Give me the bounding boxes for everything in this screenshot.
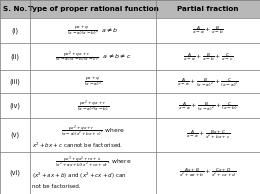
Bar xyxy=(156,152,260,194)
Text: $\frac{px^2 + qx + r}{(x-a)(x-b)(x-c)},\ a \neq b \neq c$: $\frac{px^2 + qx + r}{(x-a)(x-b)(x-c)},\… xyxy=(55,49,131,64)
Bar xyxy=(30,43,156,70)
Bar xyxy=(156,93,260,118)
Text: $\frac{A}{x-a}+\frac{B}{x-b}$: $\frac{A}{x-a}+\frac{B}{x-b}$ xyxy=(192,24,224,36)
Bar xyxy=(0,93,30,118)
Text: (iii): (iii) xyxy=(10,78,20,85)
Bar xyxy=(30,70,156,93)
Text: $\frac{px + q}{(x-a)^3}$: $\frac{px + q}{(x-a)^3}$ xyxy=(84,75,102,88)
Text: not be factorised.: not be factorised. xyxy=(32,184,81,189)
Bar xyxy=(0,0,260,18)
Text: (vi): (vi) xyxy=(9,170,21,176)
Text: $\frac{px^3+qx^2+rx+s}{(x^2+ax+b)(x^2+cx+d)}$, where: $\frac{px^3+qx^2+rx+s}{(x^2+ax+b)(x^2+cx… xyxy=(55,154,131,169)
Text: $\frac{A}{x-a}+\frac{B}{x-b}+\frac{C}{x-c}$: $\frac{A}{x-a}+\frac{B}{x-b}+\frac{C}{x-… xyxy=(183,51,233,62)
Text: $\frac{Ax+B}{x^2+ax+b}+\frac{Cx+D}{x^2+cx+d}$: $\frac{Ax+B}{x^2+ax+b}+\frac{Cx+D}{x^2+c… xyxy=(179,167,237,179)
Text: Partial fraction: Partial fraction xyxy=(177,6,239,12)
Bar xyxy=(0,152,30,194)
Text: (v): (v) xyxy=(10,132,20,138)
Bar xyxy=(30,118,156,152)
Bar xyxy=(0,70,30,93)
Bar xyxy=(0,18,30,43)
Text: $\frac{A}{x-a}+\frac{Bx+C}{x^2+bx+c}$: $\frac{A}{x-a}+\frac{Bx+C}{x^2+bx+c}$ xyxy=(186,129,230,141)
Text: $x^2+bx+c$ cannot be factorised.: $x^2+bx+c$ cannot be factorised. xyxy=(32,140,124,150)
Text: (i): (i) xyxy=(11,27,18,34)
Text: (ii): (ii) xyxy=(10,53,20,60)
Text: $\frac{px^2 + qx + r}{(x-a)^2(x-b)}$: $\frac{px^2 + qx + r}{(x-a)^2(x-b)}$ xyxy=(77,98,109,113)
Text: $\frac{A}{x-a}+\frac{B}{(x-a)^2}+\frac{C}{(x-b)}$: $\frac{A}{x-a}+\frac{B}{(x-a)^2}+\frac{C… xyxy=(178,100,238,112)
Bar xyxy=(0,43,30,70)
Text: Type of proper rational function: Type of proper rational function xyxy=(28,6,158,12)
Bar xyxy=(156,118,260,152)
Bar xyxy=(30,93,156,118)
Bar xyxy=(30,18,156,43)
Text: $(x^2+ax+b)$ and $(x^2+cx+d)$ can: $(x^2+ax+b)$ and $(x^2+cx+d)$ can xyxy=(32,171,127,181)
Text: (iv): (iv) xyxy=(9,102,21,109)
Text: S. No.: S. No. xyxy=(3,6,27,12)
Bar xyxy=(156,43,260,70)
Text: $\frac{px + q}{(x-a)(x-b)},\ a \neq b$: $\frac{px + q}{(x-a)(x-b)},\ a \neq b$ xyxy=(67,25,119,36)
Text: $\frac{px^2 + qx + r}{(x-a)(x^2+bx+c)}$, where: $\frac{px^2 + qx + r}{(x-a)(x^2+bx+c)}$,… xyxy=(61,124,125,138)
Bar xyxy=(156,18,260,43)
Text: $\frac{A}{x-a}+\frac{B}{(x-a)^2}+\frac{C}{(x-a)^3}$: $\frac{A}{x-a}+\frac{B}{(x-a)^2}+\frac{C… xyxy=(177,76,239,87)
Bar xyxy=(0,118,30,152)
Bar xyxy=(30,152,156,194)
Bar xyxy=(156,70,260,93)
